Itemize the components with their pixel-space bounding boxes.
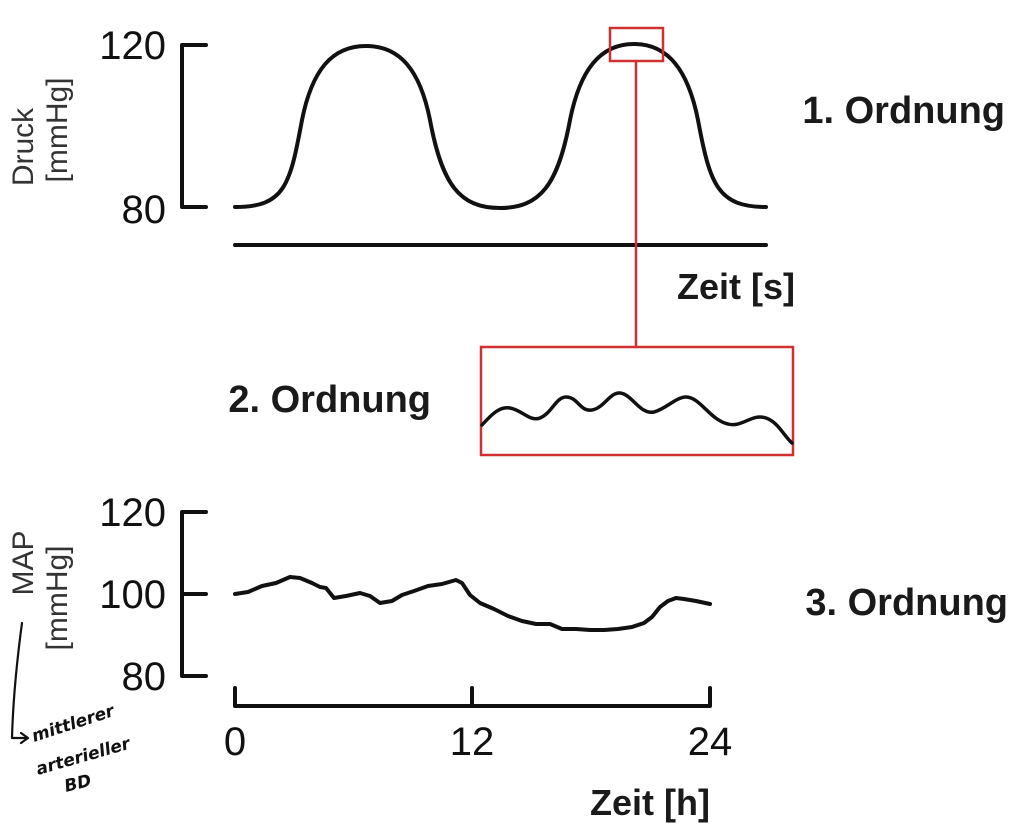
handwritten-arrow [10,621,30,745]
y-tick-120: 120 [99,24,166,68]
y-axis-unit-mmhg-3: [mmHg] [41,546,74,651]
y-tick-80-3: 80 [122,655,167,699]
panel-first-order: Druck [mmHg] 120 80 Zeit [s] 1. Ordnung [7,24,1005,307]
x-axis-label-seconds: Zeit [s] [677,266,795,307]
second-order-wave-curve [480,391,794,445]
y-axis-unit-mmhg: [mmHg] [41,78,74,183]
x-tick-24: 24 [688,720,733,764]
pressure-wave-curve [233,42,768,210]
y-axis-title-druck: Druck [7,107,40,186]
y-axis-bracket-3 [180,510,208,678]
x-tick-0: 0 [224,720,246,764]
label-first-order: 1. Ordnung [802,90,1005,132]
y-tick-100-3: 100 [99,573,166,617]
y-axis-bracket [180,43,208,209]
zoom-indicator [608,26,665,347]
x-axis-hours [233,686,712,708]
zoom-detail-box [479,345,795,457]
map-24h-curve [233,575,712,632]
label-second-order: 2. Ordnung [228,379,431,421]
panel-third-order: MAP [mmHg] 120 100 80 0 12 24 Zeit [h] 3… [7,491,1008,823]
label-third-order: 3. Ordnung [805,582,1008,624]
y-tick-120-3: 120 [99,491,166,535]
y-axis-title-map: MAP [7,530,40,595]
note-line-3: BD [62,771,93,797]
x-axis-label-hours: Zeit [h] [590,782,710,823]
panel-second-order: 2. Ordnung [228,345,795,457]
y-tick-80: 80 [122,188,167,232]
x-tick-12: 12 [450,720,495,764]
